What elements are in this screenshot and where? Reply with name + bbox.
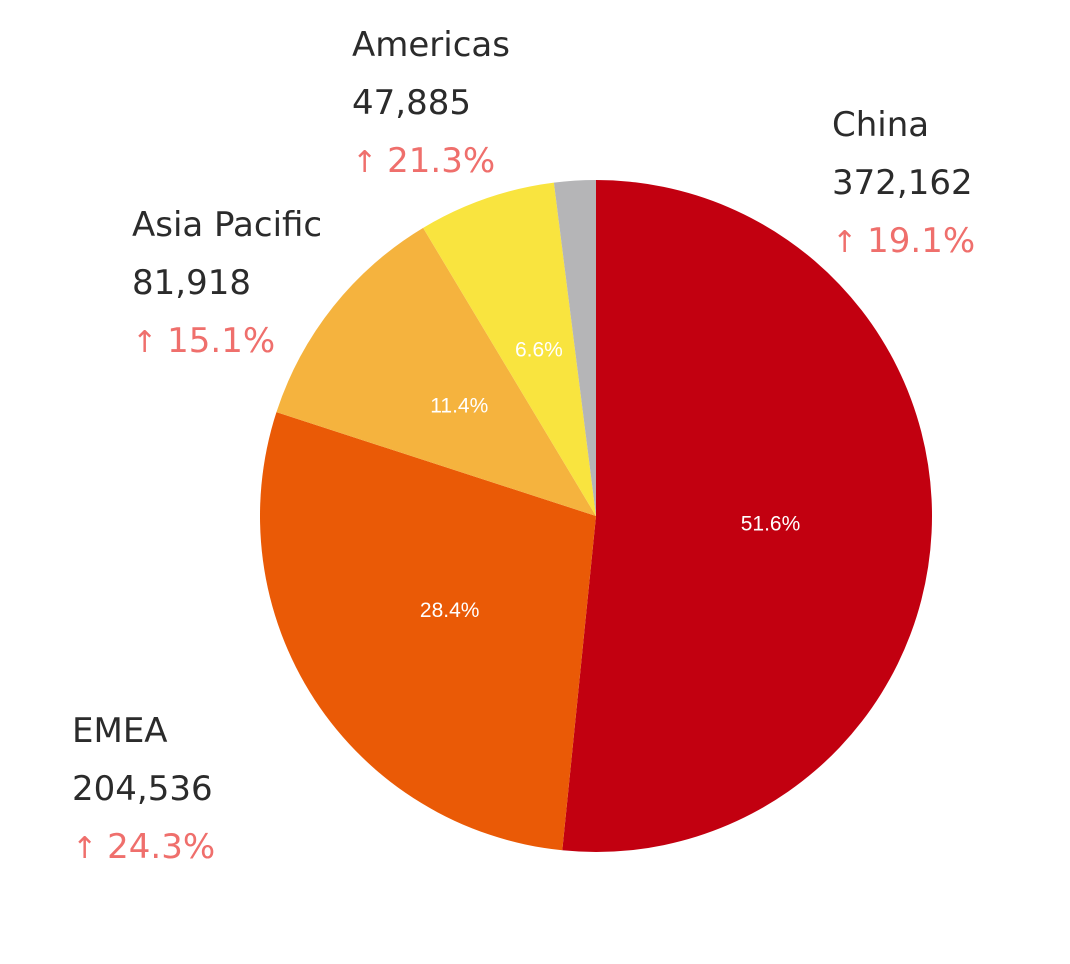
region-change-china: ↑ 19.1% [832, 212, 975, 270]
pie-slice-asia-pacific [276, 227, 596, 517]
pie-slice-other [553, 180, 596, 516]
region-name-china: China [832, 105, 930, 145]
region-value-china: 372,162 [832, 163, 973, 203]
slice-percent-label-china: 51.6% [741, 512, 801, 535]
callout-china: China 372,162 ↑ 19.1% [832, 96, 975, 270]
region-value-emea: 204,536 [72, 769, 213, 809]
slice-percent-label-emea: 28.4% [420, 599, 480, 622]
region-name-asia-pacific: Asia Pacific [132, 205, 323, 245]
slice-percent-label-americas: 6.6% [515, 338, 563, 361]
region-change-americas: ↑ 21.3% [352, 132, 510, 190]
region-value-asia-pacific: 81,918 [132, 263, 251, 303]
region-change-value-emea: 24.3% [107, 827, 216, 867]
callout-americas: Americas 47,885 ↑ 21.3% [352, 16, 510, 190]
arrow-up-icon: ↑ [352, 145, 378, 180]
region-change-asia-pacific: ↑ 15.1% [132, 312, 322, 370]
region-change-emea: ↑ 24.3% [72, 818, 215, 876]
pie-slice-americas [423, 182, 596, 516]
region-name-emea: EMEA [72, 711, 168, 751]
arrow-up-icon: ↑ [72, 831, 98, 866]
region-change-value-americas: 21.3% [387, 141, 496, 181]
region-change-value-asia-pacific: 15.1% [167, 321, 276, 361]
callout-emea: EMEA 204,536 ↑ 24.3% [72, 702, 215, 876]
arrow-up-icon: ↑ [832, 225, 858, 260]
pie-slices [260, 180, 932, 852]
callout-asia-pacific: Asia Pacific 81,918 ↑ 15.1% [132, 196, 322, 370]
arrow-up-icon: ↑ [132, 325, 158, 360]
pie-slice-emea [260, 412, 596, 851]
region-name-americas: Americas [352, 25, 510, 65]
region-change-value-china: 19.1% [867, 221, 976, 261]
pie-slice-labels: 51.6% 28.4% 11.4% 6.6% [420, 338, 800, 622]
slice-percent-label-asia-pacific: 11.4% [430, 395, 488, 418]
region-value-americas: 47,885 [352, 83, 471, 123]
pie-slice-china [562, 180, 932, 852]
